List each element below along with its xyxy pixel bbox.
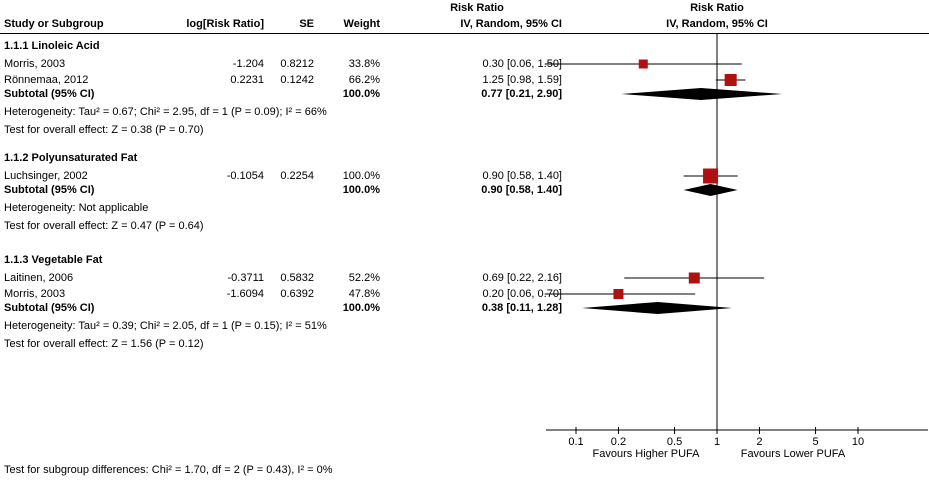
subtotal-row-wt: 100.0% — [342, 184, 380, 196]
subgroup-title: 1.1.3 Vegetable Fat — [0, 254, 929, 268]
subtotal-diamond — [581, 302, 733, 314]
study-row-wt: 52.2% — [348, 272, 380, 284]
overall-effect-note: Test for overall effect: Z = 1.56 (P = 0… — [0, 338, 929, 352]
header-row-columns: Study or Subgroup log[Risk Ratio] SE Wei… — [0, 18, 929, 32]
study-row: Luchsinger, 2002 -0.1054 0.2254 100.0% 0.90 … — [0, 170, 929, 184]
axis-tick-label: 1 — [714, 436, 720, 448]
axis-tick-label: 10 — [852, 436, 864, 448]
study-row-ci: 0.30 [0.06, 1.50] — [482, 58, 562, 70]
study-row-wt: 47.8% — [348, 288, 380, 300]
study-row: Laitinen, 2006 -0.3711 0.5832 52.2% 0.69 [0.… — [0, 272, 929, 286]
col-header-ci: IV, Random, 95% CI — [460, 18, 562, 30]
subtotal-row: Subtotal (95% CI) 100.0% 0.90 [0.58, 1.40] — [0, 184, 929, 198]
heterogeneity-note: Heterogeneity: Not applicable — [0, 202, 929, 216]
study-row-ci: 0.69 [0.22, 2.16] — [482, 272, 562, 284]
plot-column-title: Risk Ratio — [690, 2, 744, 14]
overall-effect-note: Test for overall effect: Z = 0.38 (P = 0… — [0, 124, 929, 138]
favours-right-label: Favours Lower PUFA — [740, 448, 846, 460]
study-row-wt: 100.0% — [342, 170, 380, 182]
study-row-log: -0.3711 — [227, 272, 265, 284]
subtotal-row-study: Subtotal (95% CI) — [4, 88, 95, 100]
study-row-log: -1.204 — [232, 58, 264, 70]
subgroup-title-study: 1.1.3 Vegetable Fat — [4, 254, 103, 266]
col-header-se: SE — [299, 18, 314, 30]
subgroup-title: 1.1.2 Polyunsaturated Fat — [0, 152, 929, 166]
study-row: Morris, 2003 -1.204 0.8212 33.8% 0.30 [0.06,… — [0, 58, 929, 72]
study-row-wt: 66.2% — [348, 74, 380, 86]
study-row-se: 0.5832 — [280, 272, 314, 284]
study-row-se: 0.2254 — [280, 170, 314, 182]
overall-effect-note-note: Test for overall effect: Z = 0.47 (P = 0… — [4, 220, 204, 232]
overall-effect-note-note: Test for overall effect: Z = 1.56 (P = 0… — [4, 338, 204, 350]
study-row-log: -0.1054 — [226, 170, 264, 182]
study-row-se: 0.6392 — [280, 288, 314, 300]
subtotal-row: Subtotal (95% CI) 100.0% 0.77 [0.21, 2.90] — [0, 88, 929, 102]
axis-tick-label: 0.1 — [568, 436, 583, 448]
subtotal-row-wt: 100.0% — [342, 302, 380, 314]
header-divider — [0, 33, 929, 34]
subtotal-diamond — [683, 184, 738, 196]
study-row-ci: 1.25 [0.98, 1.59] — [482, 74, 562, 86]
subtotal-row-ci: 0.38 [0.11, 1.28] — [481, 302, 562, 314]
axis-tick-label: 0.5 — [667, 436, 682, 448]
study-row-study: Rönnemaa, 2012 — [4, 74, 89, 86]
subtotal-row-wt: 100.0% — [342, 88, 380, 100]
study-row-wt: 33.8% — [348, 58, 380, 70]
heterogeneity-note-note: Heterogeneity: Tau² = 0.39; Chi² = 2.05,… — [4, 320, 327, 332]
axis-tick-label: 5 — [812, 436, 818, 448]
heterogeneity-note: Heterogeneity: Tau² = 0.39; Chi² = 2.05,… — [0, 320, 929, 334]
subgroup-title-study: 1.1.1 Linoleic Acid — [4, 40, 100, 52]
subtotal-row-study: Subtotal (95% CI) — [4, 302, 95, 314]
heterogeneity-note: Heterogeneity: Tau² = 0.67; Chi² = 2.95,… — [0, 106, 929, 120]
subtotal-row-ci: 0.90 [0.58, 1.40] — [481, 184, 562, 196]
subtotal-row-study: Subtotal (95% CI) — [4, 184, 95, 196]
study-row-ci: 0.20 [0.06, 0.70] — [482, 288, 562, 300]
header-row-effect-measure: Risk Ratio Risk Ratio — [0, 2, 929, 16]
effect-square — [688, 272, 700, 284]
study-row-study: Laitinen, 2006 — [4, 272, 74, 284]
subtotal-diamond — [621, 88, 783, 100]
overall-effect-note: Test for overall effect: Z = 0.47 (P = 0… — [0, 220, 929, 234]
effect-square — [613, 289, 624, 299]
ci-column-title: Risk Ratio — [450, 2, 504, 14]
study-row-study: Morris, 2003 — [4, 288, 66, 300]
study-row-study: Morris, 2003 — [4, 58, 66, 70]
favours-left-label: Favours Higher PUFA — [592, 448, 700, 460]
subgroup-differences-note: Test for subgroup differences: Chi² = 1.… — [4, 464, 333, 476]
study-row-study: Luchsinger, 2002 — [4, 170, 88, 182]
subgroup-title: 1.1.1 Linoleic Acid — [0, 40, 929, 54]
col-header-study: Study or Subgroup — [4, 18, 104, 30]
axis-tick-label: 2 — [756, 436, 762, 448]
study-row-log: -1.6094 — [226, 288, 264, 300]
col-header-log-risk-ratio: log[Risk Ratio] — [186, 18, 264, 30]
study-row: Morris, 2003 -1.6094 0.6392 47.8% 0.20 [0.06… — [0, 288, 929, 302]
col-header-weight: Weight — [343, 18, 380, 30]
subtotal-row-ci: 0.77 [0.21, 2.90] — [481, 88, 562, 100]
effect-square — [724, 74, 737, 86]
overall-effect-note-note: Test for overall effect: Z = 0.38 (P = 0… — [4, 124, 204, 136]
axis-tick-label: 0.2 — [611, 436, 626, 448]
effect-square — [703, 168, 719, 184]
study-row-ci: 0.90 [0.58, 1.40] — [482, 170, 562, 182]
effect-square — [638, 59, 648, 69]
heterogeneity-note-note: Heterogeneity: Tau² = 0.67; Chi² = 2.95,… — [4, 106, 327, 118]
heterogeneity-note-note: Heterogeneity: Not applicable — [4, 202, 149, 214]
study-row-se: 0.8212 — [280, 58, 314, 70]
study-row-se: 0.1242 — [280, 74, 314, 86]
plot-column-subtitle: IV, Random, 95% CI — [666, 18, 768, 30]
study-row: Rönnemaa, 2012 0.2231 0.1242 66.2% 1.25 [0.9… — [0, 74, 929, 88]
subgroup-title-study: 1.1.2 Polyunsaturated Fat — [4, 152, 138, 164]
study-row-log: 0.2231 — [230, 74, 264, 86]
subtotal-row: Subtotal (95% CI) 100.0% 0.38 [0.11, 1.28] — [0, 302, 929, 316]
